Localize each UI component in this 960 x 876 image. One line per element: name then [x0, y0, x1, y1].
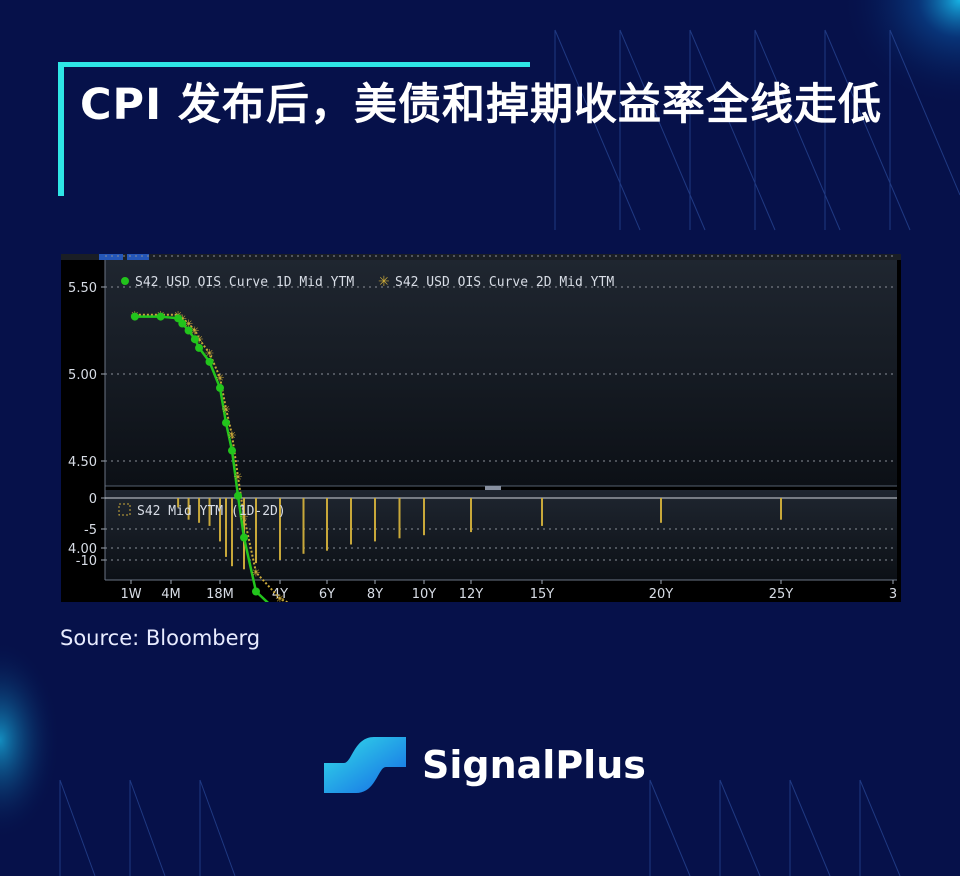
- legend-diff-label: S42 Mid YTM (1D-2D): [137, 504, 286, 519]
- legend-1d-label: S42 USD OIS Curve 1D Mid YTM: [135, 275, 354, 290]
- xtick-label: 4M: [161, 587, 181, 602]
- xtick-label: 1W: [120, 587, 141, 602]
- legend-diff-marker: [118, 503, 131, 516]
- series-2d-point: ✳: [215, 371, 224, 384]
- legend-lower: S42 Mid YTM (1D-2D): [118, 503, 286, 519]
- lower-ytick-label: -5: [84, 523, 97, 538]
- lower-ytick-label: 0: [89, 492, 97, 507]
- signalplus-logo-icon: [324, 737, 406, 793]
- series-1d-point: [216, 383, 224, 392]
- upper-ytick-label: 5.00: [68, 368, 97, 383]
- toolbar-tab-1[interactable]: [99, 254, 123, 260]
- series-1d-point: [252, 587, 260, 596]
- series-2d-point: ✳: [221, 403, 230, 416]
- xtick-label: 10Y: [412, 587, 437, 602]
- yield-curve-chart: 5.505.004.504.003.500-5-10 1W4M18M4Y6Y8Y…: [61, 254, 901, 602]
- series-2d-point: ✳: [205, 347, 214, 360]
- brand-name: SignalPlus: [422, 743, 646, 787]
- series-1d-point: [178, 319, 187, 328]
- title-accent-top: [58, 62, 530, 67]
- legend-1d-marker: [121, 277, 129, 285]
- toolbar-strip: [61, 254, 901, 260]
- series-1d-point: [184, 326, 193, 335]
- series-1d-point: [205, 357, 214, 366]
- upper-ytick-label: 4.50: [68, 455, 97, 470]
- page-title: CPI 发布后，美债和掉期收益率全线走低: [80, 80, 883, 130]
- legend-2d-label: S42 USD OIS Curve 2D Mid YTM: [395, 275, 614, 290]
- series-2d-point: ✳: [190, 325, 199, 338]
- toolbar-tab-2[interactable]: [127, 254, 149, 260]
- brand-logo: SignalPlus: [322, 733, 646, 797]
- series-1d-point: [195, 343, 204, 352]
- panel-resize-handle[interactable]: [485, 486, 501, 490]
- legend-2d-marker: ✳: [378, 274, 390, 290]
- series-1d-point: [240, 533, 248, 542]
- xtick-label: 12Y: [459, 587, 484, 602]
- xtick-label: 4Y: [272, 587, 288, 602]
- series-2d-point: ✳: [251, 566, 260, 579]
- series-1d-point: [130, 312, 139, 321]
- xtick-label: 18M: [206, 587, 234, 602]
- xtick-label: 6Y: [319, 587, 335, 602]
- series-2d-point: ✳: [239, 511, 248, 524]
- series-1d-point: [228, 446, 236, 455]
- xtick-label: 3: [889, 587, 897, 602]
- series-1d-point: [234, 491, 242, 500]
- upper-ytick-label: 4.00: [68, 542, 97, 557]
- series-1d-point: [222, 418, 230, 427]
- legend-upper: S42 USD OIS Curve 1D Mid YTM ✳ S42 USD O…: [121, 274, 614, 290]
- upper-ytick-label: 5.50: [68, 281, 97, 296]
- upper-plot-panel: [105, 260, 897, 486]
- lower-plot-panel: [105, 490, 897, 580]
- series-2d-point: ✳: [178, 312, 187, 325]
- title-accent-bar: [58, 62, 64, 196]
- source-note: Source: Bloomberg: [60, 626, 261, 650]
- xtick-label: 15Y: [530, 587, 555, 602]
- xtick-label: 20Y: [649, 587, 674, 602]
- series-2d-point: ✳: [227, 429, 236, 442]
- series-2d-point: ✳: [233, 471, 242, 484]
- series-2d-point: ✳: [194, 333, 203, 346]
- series-2d-point: ✳: [184, 318, 193, 331]
- series-1d-point: [156, 312, 165, 321]
- xtick-label: 25Y: [769, 587, 794, 602]
- xtick-label: 8Y: [367, 587, 383, 602]
- series-2d-line: [134, 313, 289, 602]
- lower-ytick-label: -10: [76, 554, 97, 569]
- series-1d-point: [190, 335, 199, 344]
- series-2d-point: ✳: [275, 592, 284, 602]
